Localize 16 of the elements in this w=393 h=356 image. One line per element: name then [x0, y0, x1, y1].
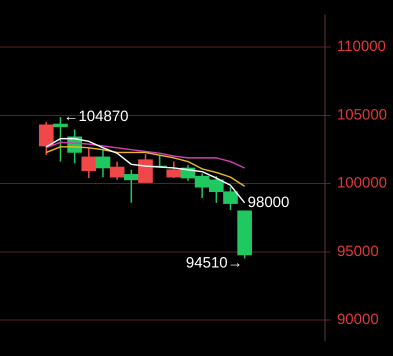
- candlestick: [124, 168, 139, 204]
- y-tick-label: 105000: [336, 106, 388, 124]
- y-tick-label: 100000: [336, 174, 388, 192]
- y-tick-label: 95000: [336, 242, 379, 260]
- candlestick: [81, 147, 96, 179]
- candlestick: [110, 160, 124, 181]
- candlestick: [166, 160, 182, 179]
- y-tick-label: 90000: [336, 311, 379, 328]
- candlestick: [53, 116, 68, 162]
- candlestick: [96, 150, 110, 178]
- candlestick: [138, 153, 153, 184]
- y-tick-label: 110000: [336, 38, 386, 56]
- annotation: ←104870: [63, 108, 129, 126]
- annotation: 98000: [248, 194, 290, 211]
- annotation: 94510→: [186, 254, 243, 272]
- candlestick: [38, 121, 54, 156]
